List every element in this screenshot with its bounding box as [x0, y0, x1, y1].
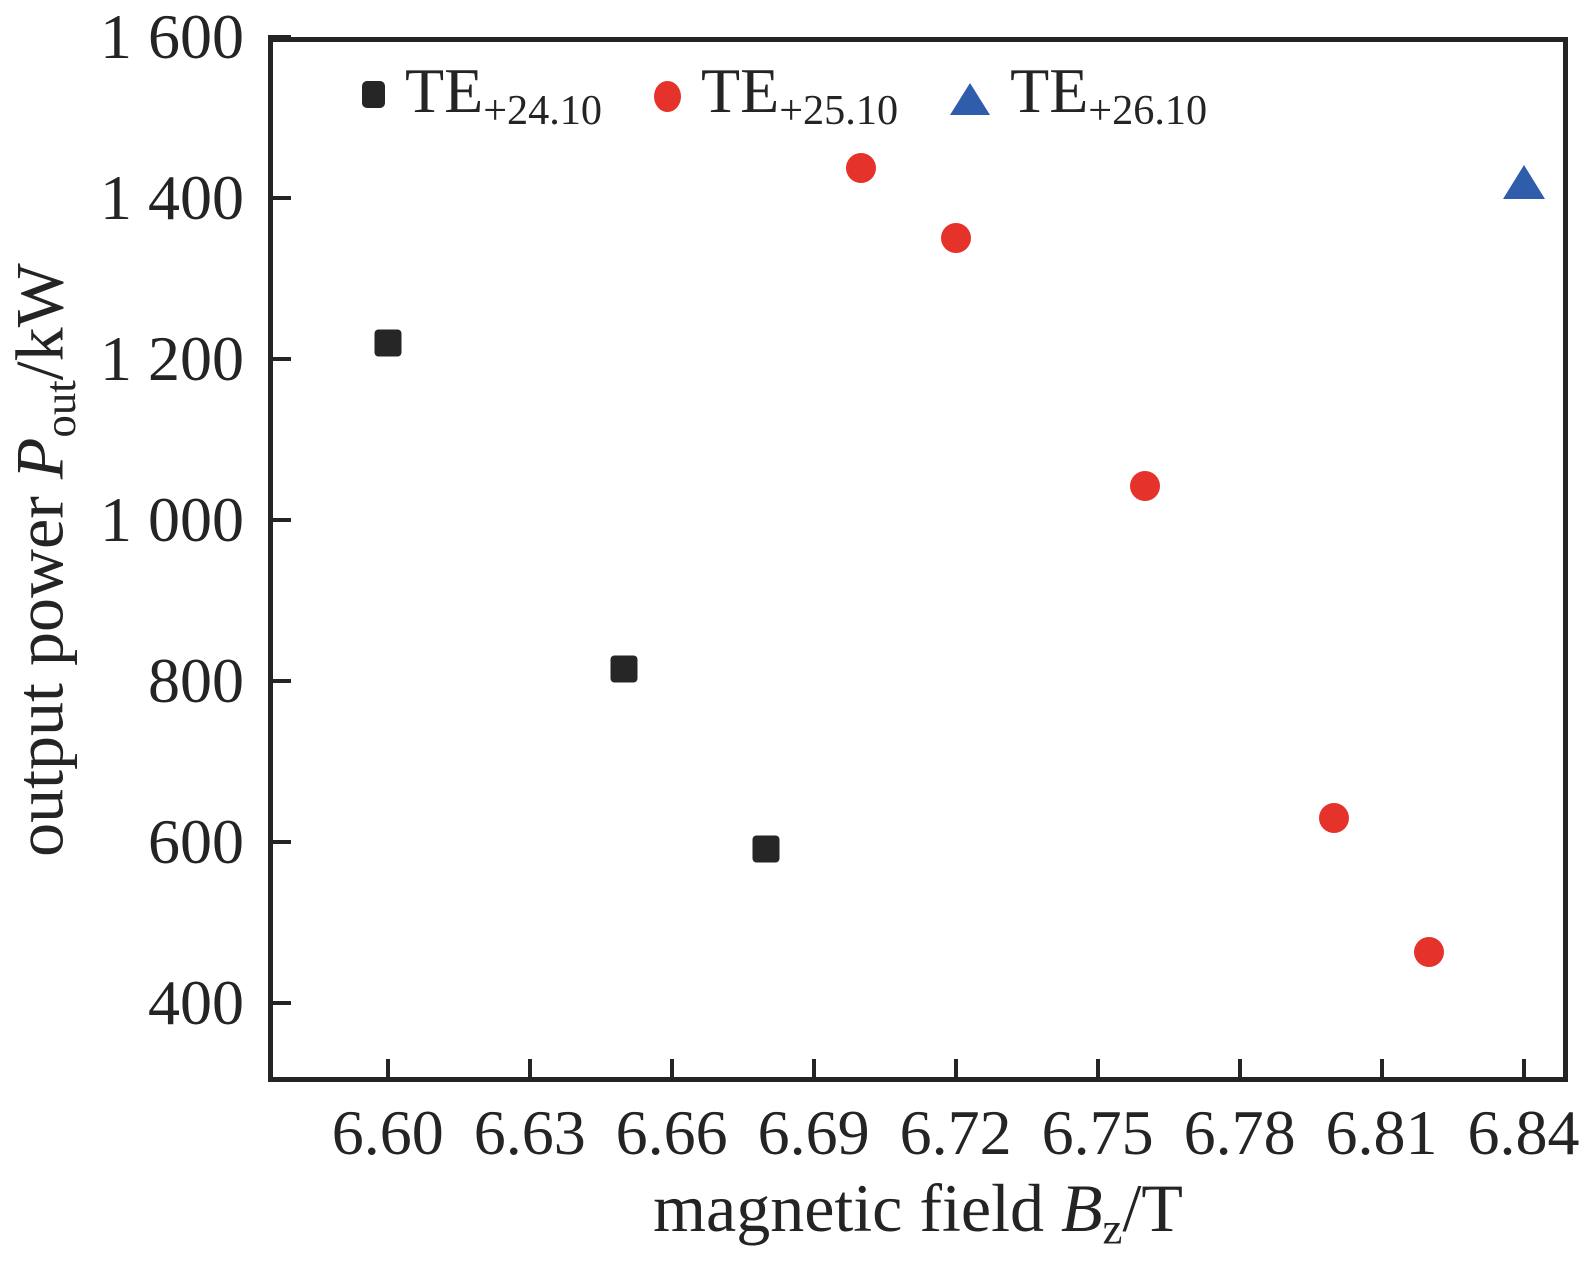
legend-item-TE+26.10: TE+26.10 — [950, 59, 1207, 132]
x-axis-unit: /T — [1122, 1170, 1183, 1246]
legend-label-subscript: +25.10 — [779, 86, 899, 134]
x-tick-mark — [385, 1059, 390, 1082]
y-axis-title: output power Pout/kW — [1, 263, 85, 857]
legend-label: TE+24.10 — [405, 59, 602, 132]
x-tick-mark — [953, 1059, 958, 1082]
legend-label-main: TE — [701, 55, 780, 126]
x-tick-label: 6.84 — [1467, 1097, 1580, 1168]
legend-label: TE+25.10 — [701, 59, 898, 132]
data-point-TE+26.10 — [1502, 164, 1545, 199]
x-tick-label: 6.75 — [1041, 1097, 1154, 1168]
x-tick-mark — [669, 1059, 674, 1082]
y-tick-mark — [268, 518, 291, 523]
y-tick-label: 1 400 — [100, 161, 244, 233]
legend-label-main: TE — [405, 55, 484, 126]
legend-label: TE+26.10 — [1010, 59, 1207, 132]
data-point-TE+24.10 — [610, 655, 638, 683]
data-point-TE+25.10 — [1319, 802, 1350, 833]
triangle-legend-icon — [950, 83, 991, 115]
x-axis-title: magnetic field Bz/T — [653, 1174, 1183, 1251]
x-tick-label: 6.78 — [1183, 1097, 1296, 1168]
data-point-TE+25.10 — [1413, 937, 1444, 968]
x-tick-mark — [811, 1059, 816, 1082]
y-tick-mark — [268, 679, 291, 684]
legend-label-subscript: +24.10 — [483, 86, 603, 134]
y-tick-label: 400 — [148, 966, 244, 1038]
x-tick-mark — [1237, 1059, 1242, 1082]
y-tick-label: 600 — [148, 805, 244, 877]
x-tick-label: 6.66 — [615, 1097, 728, 1168]
data-point-TE+24.10 — [752, 835, 780, 863]
x-tick-label: 6.60 — [331, 1097, 444, 1168]
y-tick-mark — [268, 35, 291, 39]
y-axis-subscript: out — [34, 379, 85, 438]
y-tick-label: 800 — [148, 644, 244, 716]
x-axis-variable: B — [1060, 1170, 1103, 1246]
x-tick-mark — [1095, 1059, 1100, 1082]
y-tick-label: 1 200 — [100, 322, 244, 394]
y-tick-label: 1 600 — [100, 0, 244, 72]
circle-legend-icon — [654, 81, 682, 112]
plot-area: TE+24.10 TE+25.10 TE+26.10 6.60 6.63 6.66 6.6… — [100, 1, 1580, 1168]
legend-item-TE+25.10: TE+25.10 — [654, 59, 898, 132]
x-tick-label: 6.81 — [1325, 1097, 1438, 1168]
x-tick-label: 6.72 — [899, 1097, 1012, 1168]
chart-legend: TE+24.10 TE+25.10 TE+26.10 — [362, 59, 1207, 132]
legend-item-TE+24.10: TE+24.10 — [362, 59, 602, 132]
legend-label-subscript: +26.10 — [1088, 86, 1208, 134]
x-tick-mark — [1521, 1059, 1526, 1082]
data-point-TE+25.10 — [1129, 471, 1160, 502]
y-axis-variable: P — [1, 437, 78, 479]
data-point-TE+25.10 — [845, 153, 876, 184]
y-axis-title-text: output power — [1, 478, 78, 857]
y-tick-mark — [268, 357, 291, 362]
x-axis-subscript: z — [1102, 1203, 1123, 1254]
x-tick-label: 6.69 — [757, 1097, 870, 1168]
square-legend-icon — [362, 81, 385, 108]
legend-label-main: TE — [1010, 55, 1089, 126]
x-axis-title-text: magnetic field — [653, 1170, 1061, 1246]
y-tick-mark — [268, 840, 291, 845]
y-tick-label: 1 000 — [100, 483, 244, 555]
x-tick-mark — [1379, 1059, 1384, 1082]
data-point-TE+24.10 — [374, 329, 402, 357]
y-tick-mark — [268, 1001, 291, 1006]
x-tick-mark — [527, 1059, 532, 1082]
y-axis-unit: /kW — [1, 262, 78, 380]
x-tick-label: 6.63 — [473, 1097, 586, 1168]
data-point-TE+25.10 — [940, 223, 971, 254]
y-tick-mark — [268, 196, 291, 201]
